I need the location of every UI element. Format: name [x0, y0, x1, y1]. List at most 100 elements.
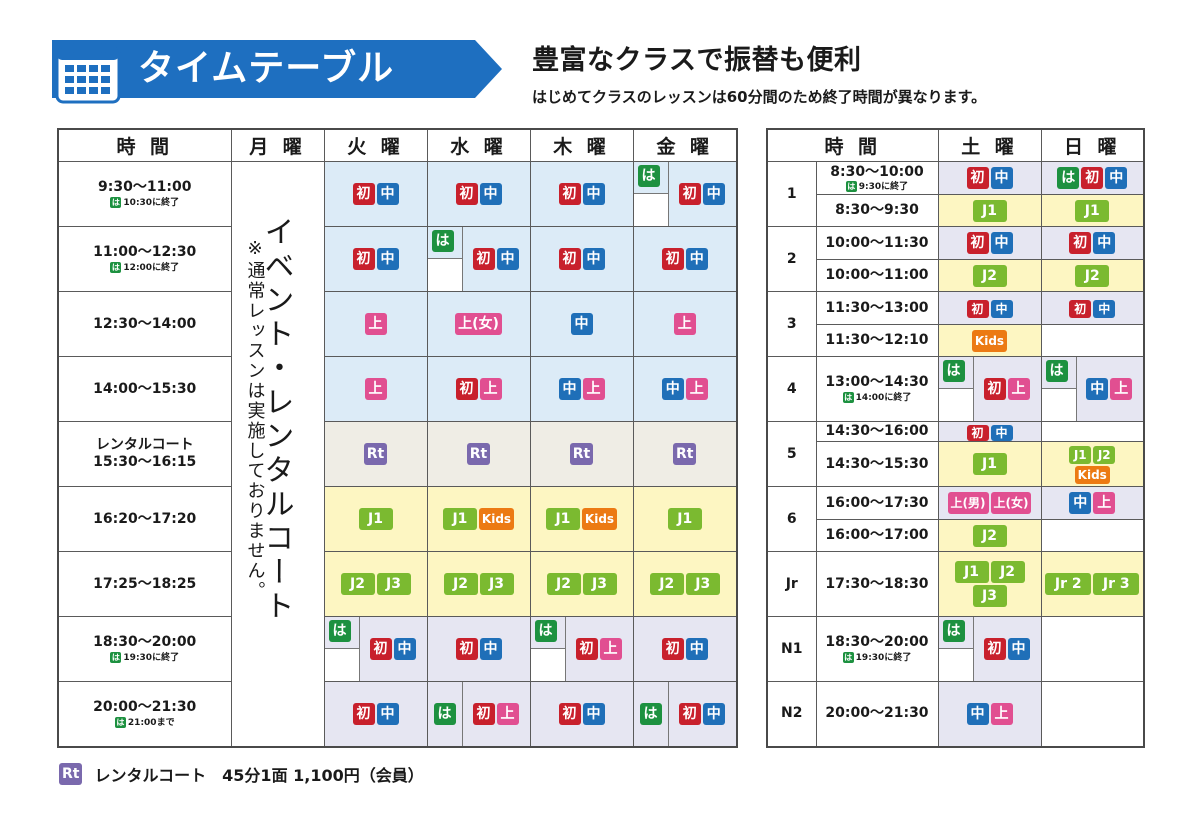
- lesson-cell[interactable]: J1 Kids: [530, 487, 633, 552]
- lesson-cell[interactable]: Jr 2 Jr 3: [1041, 552, 1144, 617]
- lesson-cell[interactable]: は 初中: [633, 162, 737, 227]
- lesson-cell[interactable]: J2: [938, 520, 1041, 552]
- lesson-cell[interactable]: 初中: [530, 682, 633, 747]
- lesson-cell[interactable]: 初中: [427, 162, 530, 227]
- headline: 豊富なクラスで振替も便利: [532, 38, 861, 77]
- rental-cell[interactable]: Rt: [324, 422, 427, 487]
- lesson-cell[interactable]: は 中上: [1041, 357, 1144, 422]
- badge-rental: Rt: [570, 443, 593, 465]
- lesson-cell[interactable]: 上(男) 上(女): [938, 487, 1041, 520]
- badge-j2: J2: [547, 573, 581, 595]
- badge-j1: J1: [546, 508, 580, 530]
- lesson-cell[interactable]: は 初上: [938, 357, 1041, 422]
- page-title: タイムテーブル: [138, 44, 394, 94]
- lesson-cell[interactable]: J1 J2 J3: [938, 552, 1041, 617]
- badge-j1: J1: [1069, 446, 1091, 464]
- header-tuesday: 火 曜: [324, 129, 427, 162]
- lesson-cell[interactable]: J2 J3: [324, 552, 427, 617]
- lesson-cell[interactable]: は 初中: [427, 227, 530, 292]
- empty-cell: [1041, 617, 1144, 682]
- badge-rental: Rt: [364, 443, 387, 465]
- time-cell: 18:30〜20:00 は 19:30に終了: [816, 617, 938, 682]
- lesson-cell[interactable]: 初中: [938, 292, 1041, 325]
- lesson-cell[interactable]: は初中: [1041, 162, 1144, 195]
- lesson-cell[interactable]: 中上: [530, 357, 633, 422]
- lesson-cell[interactable]: 初中: [1041, 292, 1144, 325]
- lesson-cell[interactable]: 初中: [324, 162, 427, 227]
- lesson-cell[interactable]: J1: [938, 195, 1041, 227]
- header-time: 時 間: [58, 129, 231, 162]
- lesson-cell[interactable]: J2 J3: [633, 552, 737, 617]
- lesson-cell[interactable]: は 初中: [938, 617, 1041, 682]
- lesson-cell[interactable]: 初中: [530, 162, 633, 227]
- end-note-text: 10:30に終了: [123, 198, 179, 208]
- badge-beginner: 初: [456, 378, 478, 400]
- lesson-cell[interactable]: 初中: [530, 227, 633, 292]
- lesson-cell[interactable]: J1 J2 Kids: [1041, 442, 1144, 487]
- badge-rental: Rt: [467, 443, 490, 465]
- ha-mini-badge: は: [110, 652, 121, 663]
- lesson-cell[interactable]: 初中: [938, 422, 1041, 442]
- badge-beginner: 初: [559, 183, 581, 205]
- badge-beginner: 初: [456, 638, 478, 660]
- end-note-text: 21:00まで: [128, 718, 175, 728]
- lesson-cell[interactable]: J2: [1041, 260, 1144, 292]
- ha-mini-badge: は: [843, 652, 854, 663]
- end-note: は 12:00に終了: [59, 262, 231, 274]
- lesson-cell[interactable]: J1: [324, 487, 427, 552]
- badge-advanced-women: 上(女): [991, 492, 1032, 514]
- time-cell: 20:00〜21:30 は 21:00まで: [58, 682, 231, 747]
- badge-hajimete: は: [1046, 360, 1068, 382]
- badge-kids: Kids: [582, 508, 617, 530]
- lesson-cell[interactable]: Kids: [938, 325, 1041, 357]
- lesson-cell[interactable]: は 初中: [324, 617, 427, 682]
- blank-box: [1042, 388, 1077, 421]
- lesson-cell[interactable]: 上: [633, 292, 737, 357]
- lesson-cell[interactable]: 初中: [1041, 227, 1144, 260]
- lesson-cell[interactable]: J1: [1041, 195, 1144, 227]
- lesson-cell[interactable]: は 初上: [530, 617, 633, 682]
- badge-beginner: 初: [1069, 300, 1091, 318]
- subline: はじめてクラスのレッスンは60分間のため終了時間が異なります。: [532, 86, 986, 107]
- lesson-cell[interactable]: 初中: [324, 227, 427, 292]
- lesson-cell[interactable]: J2 J3: [530, 552, 633, 617]
- lesson-cell[interactable]: 初上: [427, 357, 530, 422]
- lesson-cell[interactable]: 中上: [1041, 487, 1144, 520]
- badge-intermediate: 中: [1069, 492, 1091, 514]
- lesson-cell[interactable]: 初中: [633, 617, 737, 682]
- badge-advanced: 上: [1110, 378, 1132, 400]
- lesson-cell[interactable]: J1 Kids: [427, 487, 530, 552]
- lesson-cell[interactable]: は 初上: [427, 682, 530, 747]
- rental-cell[interactable]: Rt: [633, 422, 737, 487]
- badge-hajimete: は: [329, 620, 351, 642]
- lesson-cell[interactable]: 初中: [938, 227, 1041, 260]
- badge-hajimete: は: [943, 360, 965, 382]
- badge-j3: J3: [973, 585, 1007, 607]
- lesson-cell[interactable]: は 初中: [633, 682, 737, 747]
- badge-beginner: 初: [473, 248, 495, 270]
- lesson-cell[interactable]: J2 J3: [427, 552, 530, 617]
- lesson-cell[interactable]: 初中: [427, 617, 530, 682]
- lesson-cell[interactable]: 初中: [633, 227, 737, 292]
- slot-label: 2: [767, 227, 816, 292]
- lesson-cell[interactable]: 上: [324, 357, 427, 422]
- legend-text: レンタルコート 45分1面 1,100円（会員）: [94, 762, 423, 786]
- lesson-cell[interactable]: 中上: [633, 357, 737, 422]
- lesson-cell[interactable]: J1: [633, 487, 737, 552]
- lesson-cell[interactable]: 中上: [938, 682, 1041, 747]
- badge-beginner: 初: [456, 183, 478, 205]
- lesson-cell[interactable]: 上(女): [427, 292, 530, 357]
- badge-beginner: 初: [353, 248, 375, 270]
- lesson-cell[interactable]: 初中: [938, 162, 1041, 195]
- lesson-cell[interactable]: 上: [324, 292, 427, 357]
- lesson-cell[interactable]: 中: [530, 292, 633, 357]
- rental-label: レンタルコート: [96, 437, 194, 453]
- rental-cell[interactable]: Rt: [530, 422, 633, 487]
- lesson-cell[interactable]: J1: [938, 442, 1041, 487]
- slot-label: Jr: [767, 552, 816, 617]
- lesson-cell[interactable]: J2: [938, 260, 1041, 292]
- time-cell: 17:25〜18:25: [58, 552, 231, 617]
- rental-cell[interactable]: Rt: [427, 422, 530, 487]
- lesson-cell[interactable]: 初中: [324, 682, 427, 747]
- hajimete-subcell: は: [428, 682, 463, 746]
